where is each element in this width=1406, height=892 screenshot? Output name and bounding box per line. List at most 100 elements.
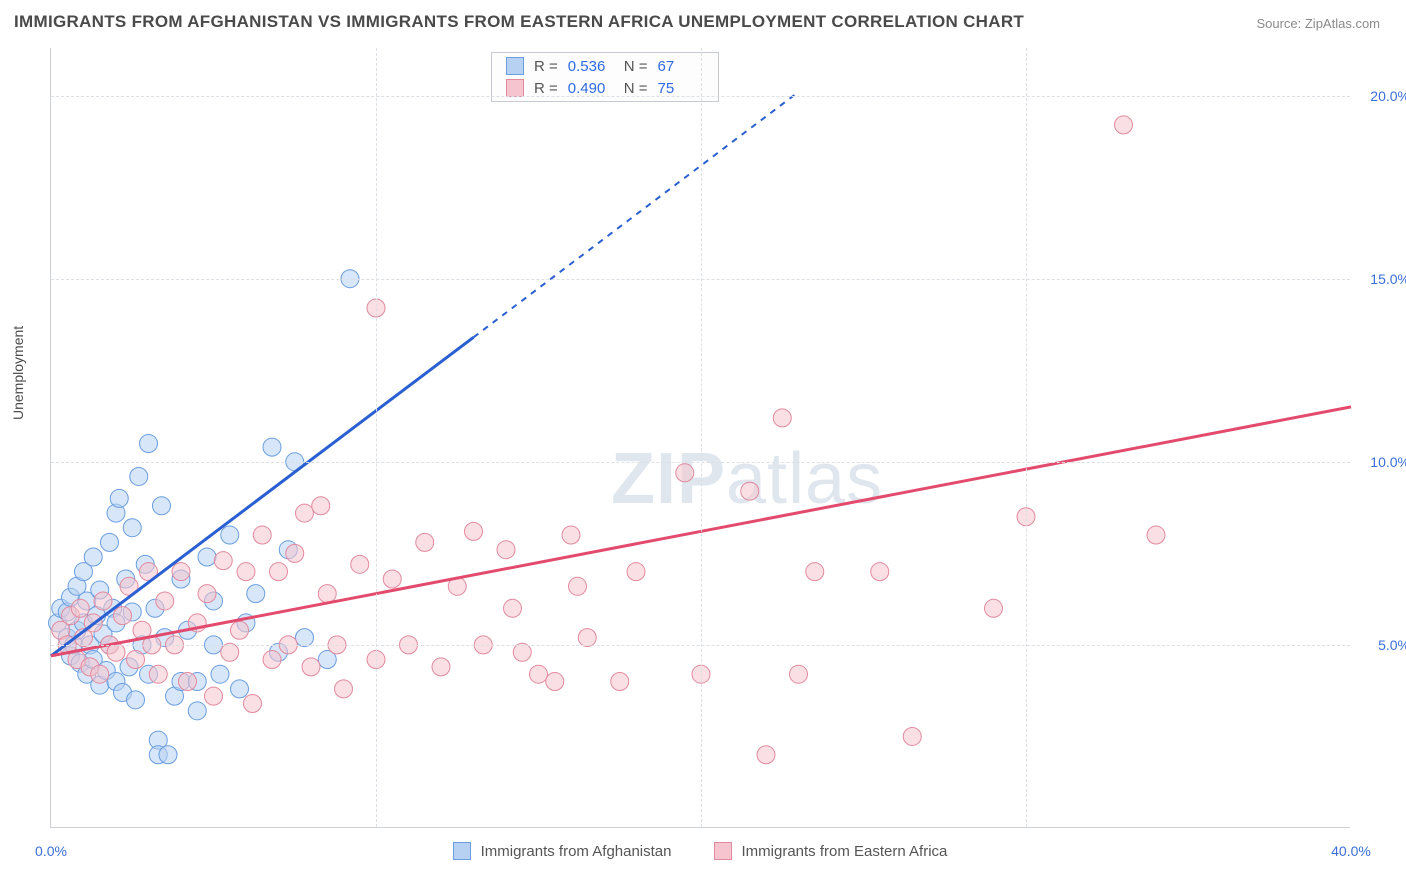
legend-swatch: [714, 842, 732, 860]
scatter-point: [569, 577, 587, 595]
y-axis-label: Unemployment: [10, 326, 26, 420]
scatter-point: [1147, 526, 1165, 544]
scatter-point: [153, 497, 171, 515]
scatter-point: [156, 592, 174, 610]
scatter-point: [611, 673, 629, 691]
stats-row: R = 0.536 N = 67: [492, 55, 718, 77]
scatter-point: [179, 673, 197, 691]
scatter-point: [231, 680, 249, 698]
scatter-point: [562, 526, 580, 544]
scatter-point: [247, 585, 265, 603]
scatter-point: [130, 467, 148, 485]
scatter-point: [214, 552, 232, 570]
scatter-point: [627, 563, 645, 581]
scatter-point: [465, 522, 483, 540]
scatter-point: [302, 658, 320, 676]
scatter-point: [312, 497, 330, 515]
scatter-point: [263, 438, 281, 456]
legend-label: Immigrants from Afghanistan: [481, 843, 672, 860]
stat-n-label: N =: [624, 80, 648, 97]
scatter-point: [211, 665, 229, 683]
scatter-point: [127, 691, 145, 709]
scatter-point: [676, 464, 694, 482]
trend-line-dashed: [474, 92, 799, 337]
scatter-point: [806, 563, 824, 581]
scatter-point: [296, 629, 314, 647]
scatter-point: [1115, 116, 1133, 134]
scatter-point: [335, 680, 353, 698]
y-tick-label: 10.0%: [1355, 454, 1406, 470]
scatter-point: [546, 673, 564, 691]
scatter-point: [296, 504, 314, 522]
source-attribution: Source: ZipAtlas.com: [1256, 16, 1380, 31]
stat-r-value: 0.536: [568, 58, 614, 75]
scatter-point: [91, 665, 109, 683]
scatter-point: [985, 599, 1003, 617]
scatter-point: [903, 727, 921, 745]
stat-n-value: 67: [658, 58, 704, 75]
scatter-point: [871, 563, 889, 581]
scatter-point: [270, 563, 288, 581]
stat-n-label: N =: [624, 58, 648, 75]
scatter-point: [94, 592, 112, 610]
scatter-point: [578, 629, 596, 647]
scatter-point: [221, 526, 239, 544]
scatter-point: [790, 665, 808, 683]
scatter-point: [351, 555, 369, 573]
stat-r-value: 0.490: [568, 80, 614, 97]
plot-area: ZIPatlas R =0.536N =67R =0.490N =75 5.0%…: [50, 48, 1350, 828]
scatter-point: [773, 409, 791, 427]
scatter-point: [757, 746, 775, 764]
gridline-vertical: [376, 48, 377, 827]
legend-swatch: [453, 842, 471, 860]
y-tick-label: 20.0%: [1355, 88, 1406, 104]
scatter-point: [84, 548, 102, 566]
legend-swatch: [506, 79, 524, 97]
scatter-point: [123, 519, 141, 537]
scatter-point: [504, 599, 522, 617]
gridline-vertical: [701, 48, 702, 827]
scatter-point: [231, 621, 249, 639]
scatter-point: [286, 544, 304, 562]
scatter-point: [416, 533, 434, 551]
scatter-point: [318, 585, 336, 603]
scatter-point: [237, 563, 255, 581]
scatter-point: [114, 607, 132, 625]
scatter-point: [198, 548, 216, 566]
scatter-point: [71, 599, 89, 617]
bottom-legend: Immigrants from Afghanistan Immigrants fr…: [50, 842, 1350, 860]
scatter-point: [263, 651, 281, 669]
scatter-point: [110, 489, 128, 507]
scatter-point: [383, 570, 401, 588]
chart-title: IMMIGRANTS FROM AFGHANISTAN VS IMMIGRANT…: [14, 12, 1024, 32]
scatter-point: [253, 526, 271, 544]
scatter-point: [221, 643, 239, 661]
scatter-point: [497, 541, 515, 559]
y-tick-label: 5.0%: [1355, 637, 1406, 653]
scatter-point: [244, 694, 262, 712]
scatter-point: [530, 665, 548, 683]
scatter-point: [513, 643, 531, 661]
legend-item: Immigrants from Eastern Africa: [714, 842, 948, 860]
stat-r-label: R =: [534, 58, 558, 75]
scatter-point: [198, 585, 216, 603]
scatter-point: [127, 651, 145, 669]
plot-container: ZIPatlas R =0.536N =67R =0.490N =75 5.0%…: [50, 48, 1350, 828]
scatter-point: [205, 687, 223, 705]
gridline-vertical: [1026, 48, 1027, 827]
stats-legend-box: R = 0.536 N = 67 R = 0.490 N = 75: [491, 52, 719, 102]
scatter-point: [741, 482, 759, 500]
scatter-point: [188, 702, 206, 720]
scatter-point: [101, 533, 119, 551]
scatter-point: [432, 658, 450, 676]
legend-swatch: [506, 57, 524, 75]
scatter-point: [159, 746, 177, 764]
scatter-point: [149, 665, 167, 683]
legend-label: Immigrants from Eastern Africa: [742, 843, 948, 860]
stat-r-label: R =: [534, 80, 558, 97]
scatter-point: [140, 434, 158, 452]
legend-item: Immigrants from Afghanistan: [453, 842, 672, 860]
y-tick-label: 15.0%: [1355, 271, 1406, 287]
stat-n-value: 75: [658, 80, 704, 97]
scatter-point: [172, 563, 190, 581]
